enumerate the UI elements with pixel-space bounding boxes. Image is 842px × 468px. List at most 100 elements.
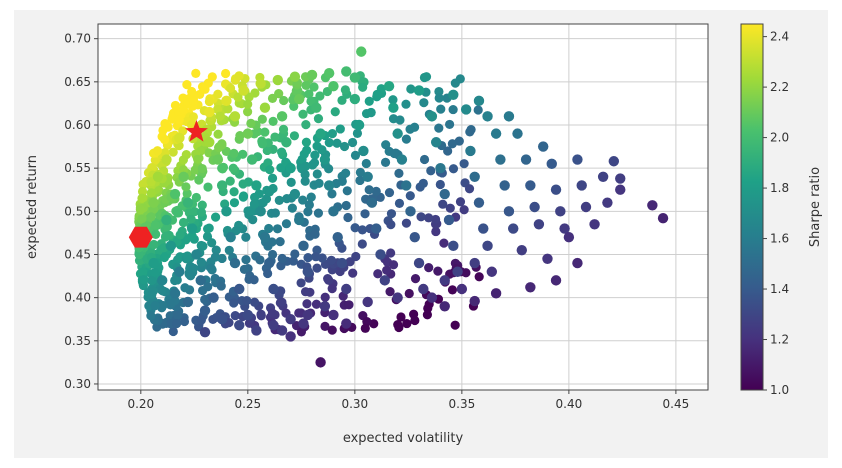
cloud-dot	[320, 321, 330, 331]
data-point	[418, 283, 429, 295]
data-point	[272, 74, 283, 86]
cloud-dot	[350, 223, 360, 233]
colorbar-label: Sharpe ratio	[808, 167, 823, 247]
cloud-dot	[242, 296, 252, 306]
data-point	[328, 206, 339, 217]
cloud-dot	[474, 272, 484, 282]
max-sharpe-star-marker	[185, 119, 208, 142]
data-point	[289, 71, 301, 82]
data-point	[349, 72, 361, 83]
cloud-dot	[196, 315, 206, 325]
data-point	[413, 85, 425, 96]
cloud-dot	[311, 299, 322, 309]
cloud-dot	[249, 199, 259, 209]
x-tick-label: 0.20	[127, 397, 154, 411]
cloud-dot	[352, 128, 363, 138]
cloud-dot	[300, 287, 311, 297]
data-point	[174, 132, 185, 144]
cloud-dot	[152, 146, 163, 156]
data-point	[148, 197, 159, 208]
data-point	[499, 180, 510, 191]
cloud-dot	[277, 253, 287, 264]
colorbar-tick-label: 1.4	[770, 282, 789, 296]
cloud-dot	[313, 114, 324, 124]
cloud-dot	[298, 109, 308, 119]
cloud-dot	[464, 184, 475, 194]
data-point	[182, 197, 194, 208]
data-point	[401, 180, 412, 191]
data-point	[306, 69, 318, 81]
data-point	[169, 288, 181, 299]
data-point	[204, 137, 215, 148]
cloud-dot	[260, 127, 270, 137]
cloud-dot	[310, 150, 320, 160]
cloud-dot	[382, 265, 392, 275]
cloud-dot	[217, 163, 227, 173]
cloud-dot	[191, 68, 201, 78]
cloud-dot	[207, 238, 217, 248]
cloud-dot	[465, 127, 475, 137]
data-point	[259, 232, 271, 243]
data-point	[478, 223, 489, 234]
data-point	[608, 156, 620, 167]
colorbar-ticks: 1.0 1.2 1.4 1.6 1.8 2.0 2.2 2.4	[763, 30, 789, 397]
data-point	[246, 154, 258, 165]
data-point	[482, 111, 493, 122]
data-point	[328, 309, 339, 321]
cloud-dot	[178, 155, 188, 165]
data-point	[409, 232, 420, 243]
cloud-dot	[274, 195, 284, 205]
data-point	[221, 95, 232, 107]
cloud-dot	[419, 154, 430, 165]
cloud-dot	[434, 93, 444, 103]
cloud-dot	[168, 326, 178, 337]
cloud-dot	[433, 266, 443, 276]
data-point	[225, 232, 236, 243]
cloud-dot	[213, 129, 223, 139]
cloud-dot	[267, 93, 278, 103]
cloud-dot	[332, 138, 342, 148]
data-point	[469, 295, 480, 307]
data-point	[490, 288, 502, 299]
cloud-dot	[272, 224, 283, 234]
cloud-dot	[150, 220, 160, 230]
data-point	[503, 206, 515, 217]
cloud-dot	[388, 95, 398, 105]
cloud-dot	[424, 263, 434, 273]
cloud-dot	[394, 168, 404, 178]
cloud-dot	[243, 99, 253, 109]
cloud-dot	[312, 263, 322, 273]
data-point	[199, 326, 211, 338]
cloud-dot	[231, 226, 241, 236]
cloud-dot	[150, 267, 160, 278]
cloud-dot	[246, 118, 256, 128]
cloud-dot	[360, 323, 370, 333]
cloud-dot	[342, 186, 352, 196]
cloud-dot	[448, 104, 458, 115]
cloud-dot	[241, 232, 251, 242]
cloud-dot	[300, 176, 310, 186]
cloud-dot	[279, 95, 289, 106]
data-point	[221, 206, 232, 217]
cloud-dot	[357, 239, 367, 249]
cloud-dot	[447, 139, 457, 149]
cloud-dot	[366, 107, 376, 118]
cloud-dot	[264, 223, 274, 234]
cloud-dot	[221, 68, 231, 79]
cloud-dot	[339, 141, 350, 152]
cloud-dot	[455, 197, 466, 207]
data-point	[473, 95, 485, 107]
cloud-dot	[134, 250, 144, 260]
cloud-dot	[196, 207, 207, 217]
cloud-dot	[310, 229, 320, 239]
data-point	[371, 223, 382, 234]
cloud-dot	[351, 251, 361, 262]
cloud-dot	[194, 175, 204, 185]
cloud-dot	[340, 85, 350, 95]
x-tick-label: 0.45	[663, 397, 690, 411]
cloud-dot	[190, 165, 200, 175]
y-tick-label: 0.45	[64, 247, 91, 261]
cloud-dot	[461, 268, 471, 278]
cloud-dot	[249, 297, 260, 307]
cloud-dot	[239, 264, 249, 274]
